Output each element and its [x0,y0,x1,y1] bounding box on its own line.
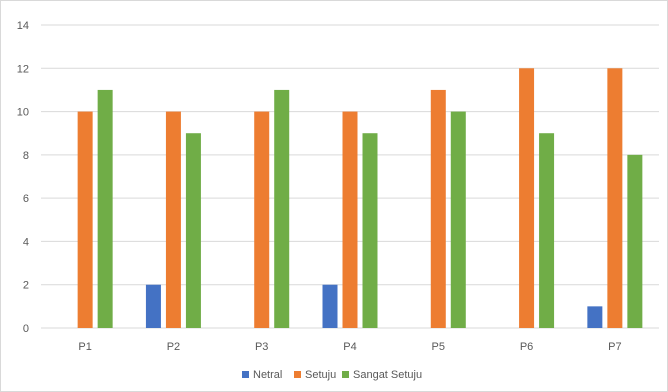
bar-sangat-setuju-p1 [97,89,113,328]
bar-setuju-p3 [254,111,270,328]
bar-sangat-setuju-p5 [450,111,466,328]
y-tick-label: 12 [17,63,29,75]
bar-setuju-p4 [342,111,358,328]
bar-netral-p2 [145,284,161,328]
x-tick-label: P5 [432,341,445,353]
legend-label: Netral [253,369,282,381]
legend-label: Sangat Setuju [353,369,422,381]
y-tick-label: 14 [17,20,29,32]
bar-setuju-p7 [607,68,623,329]
x-tick-label: P3 [255,341,268,353]
x-axis-tick-labels: P1 P2 P3 P4 P5 P6 P7 [78,341,621,353]
x-tick-label: P4 [343,341,356,353]
x-tick-label: P2 [167,341,180,353]
bar-setuju-p2 [165,111,181,328]
y-tick-label: 2 [23,280,29,292]
bar-sangat-setuju-p2 [185,133,201,328]
bar-sangat-setuju-p6 [539,133,555,328]
legend-swatch-sangat-setuju [342,371,349,378]
y-tick-label: 4 [23,236,29,248]
legend-swatch-setuju [294,371,301,378]
bar-sangat-setuju-p4 [362,133,378,328]
x-tick-label: P1 [78,341,91,353]
y-tick-label: 10 [17,107,29,119]
legend-label: Setuju [305,369,336,381]
bar-setuju-p1 [77,111,93,328]
x-tick-label: P6 [520,341,533,353]
y-tick-label: 8 [23,150,29,162]
bar-netral-p4 [322,284,338,328]
y-tick-label: 0 [23,323,29,335]
x-tick-label: P7 [608,341,621,353]
bar-setuju-p6 [519,68,535,329]
y-axis-tick-labels: 0 2 4 6 8 10 12 14 [17,20,29,335]
bar-sangat-setuju-p7 [627,154,643,328]
legend: Netral Setuju Sangat Setuju [242,369,422,381]
bar-sangat-setuju-p3 [274,89,290,328]
y-tick-label: 6 [23,193,29,205]
bar-setuju-p5 [430,89,446,328]
bars [77,68,643,329]
legend-swatch-netral [242,371,249,378]
bar-netral-p7 [587,306,603,328]
